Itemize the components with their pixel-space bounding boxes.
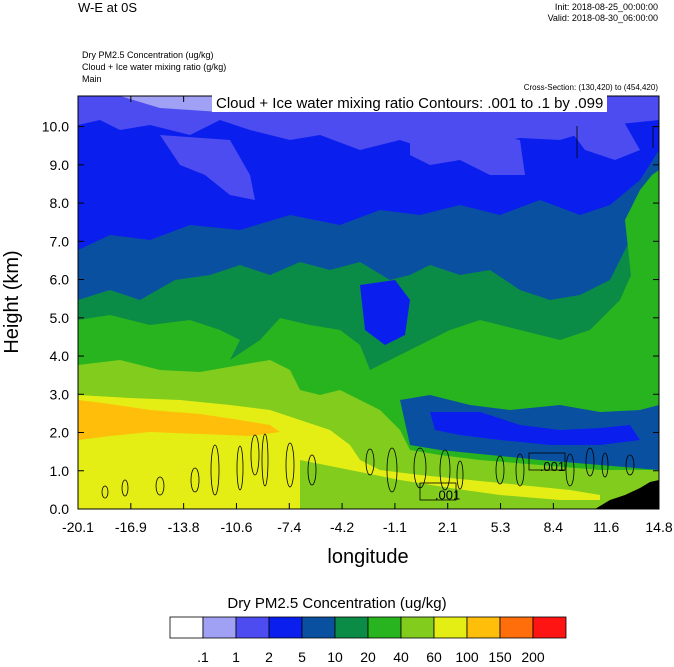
colorbar-label: 5 (298, 649, 306, 665)
field-label-main: Main (82, 74, 102, 84)
y-axis-label: Height (km) (1, 250, 23, 353)
colorbar-swatch (235, 616, 270, 639)
y-tick-label: 5.0 (50, 310, 70, 326)
y-tick-label: 1.0 (50, 463, 70, 479)
field-label-cloud: Cloud + Ice water mixing ratio (g/kg) (82, 62, 227, 72)
colorbar-title: Dry PM2.5 Concentration (ug/kg) (227, 595, 447, 612)
y-tick-label: 6.0 (50, 272, 70, 288)
field-label-pm25: Dry PM2.5 Concentration (ug/kg) (82, 50, 214, 60)
cloud-contours (101, 126, 654, 499)
x-tick-label: -1.1 (383, 519, 407, 535)
colorbar: .1 1 2 5 10 20 40 60 100 150 200 (169, 616, 567, 665)
colorbar-label: 10 (327, 649, 343, 665)
heatmap-field (78, 96, 659, 509)
valid-time: Valid: 2018-08-30_06:00:00 (547, 13, 658, 23)
x-tick-label: -10.6 (220, 519, 252, 535)
colorbar-swatch (202, 616, 237, 639)
x-tick-label: -16.9 (115, 519, 147, 535)
colorbar-swatch (301, 616, 336, 639)
colorbar-swatch (400, 616, 435, 639)
x-tick-label: -7.4 (277, 519, 301, 535)
y-tick-label: 3.0 (50, 386, 70, 402)
colorbar-label: 2 (265, 649, 273, 665)
colorbar-swatch (334, 616, 369, 639)
x-tick-label: -20.1 (62, 519, 94, 535)
y-tick-label: 0.0 (50, 501, 70, 517)
y-tick-label: 10.0 (42, 119, 69, 135)
chart-title: Cloud + Ice water mixing ratio Contours:… (212, 95, 608, 112)
x-tick-label: 11.6 (593, 519, 619, 535)
x-tick-label: -4.2 (330, 519, 354, 535)
y-tick-label: 9.0 (50, 157, 70, 173)
init-time: Init: 2018-08-25_00:00:00 (554, 2, 658, 12)
colorbar-swatch (532, 616, 567, 639)
x-axis-label: longitude (327, 546, 408, 568)
y-axis: 0.0 1.0 2.0 3.0 4.0 5.0 6.0 7.0 8.0 9.0 10.0 (42, 119, 659, 517)
x-tick-label: 8.4 (544, 519, 564, 535)
y-tick-label: 2.0 (50, 425, 70, 441)
contour-label-box-1 (419, 482, 457, 501)
colorbar-label: 60 (426, 649, 442, 665)
colorbar-label: 150 (488, 649, 512, 665)
x-tick-label: 5.3 (491, 519, 511, 535)
contour-label: .001 (435, 488, 460, 503)
plot-title: W-E at 0S (78, 0, 138, 15)
colorbar-label: 20 (360, 649, 376, 665)
colorbar-swatch (433, 616, 468, 639)
x-axis: -20.1 -16.9 -13.8 -10.6 -7.4 -4.2 -1.1 2.1 5.3 8.… (62, 96, 673, 535)
x-tick-label: 14.8 (645, 519, 672, 535)
colorbar-label: 40 (393, 649, 409, 665)
cross-section-label: Cross-Section: (130,420) to (454,420) (523, 83, 658, 92)
x-tick-label: -13.8 (168, 519, 200, 535)
colorbar-label: .1 (197, 649, 209, 665)
colorbar-label: 1 (232, 649, 240, 665)
y-tick-label: 8.0 (50, 195, 70, 211)
contour-label-box-2 (528, 452, 566, 471)
colorbar-swatch (367, 616, 402, 639)
y-tick-label: 4.0 (50, 348, 70, 364)
colorbar-swatch (466, 616, 501, 639)
contour-label: .001 (540, 459, 565, 474)
colorbar-label: 100 (455, 649, 479, 665)
colorbar-swatch (268, 616, 303, 639)
colorbar-label: 200 (521, 649, 545, 665)
colorbar-swatch (499, 616, 534, 639)
colorbar-swatch (169, 616, 204, 639)
x-tick-label: 2.1 (438, 519, 458, 535)
y-tick-label: 7.0 (50, 233, 70, 249)
